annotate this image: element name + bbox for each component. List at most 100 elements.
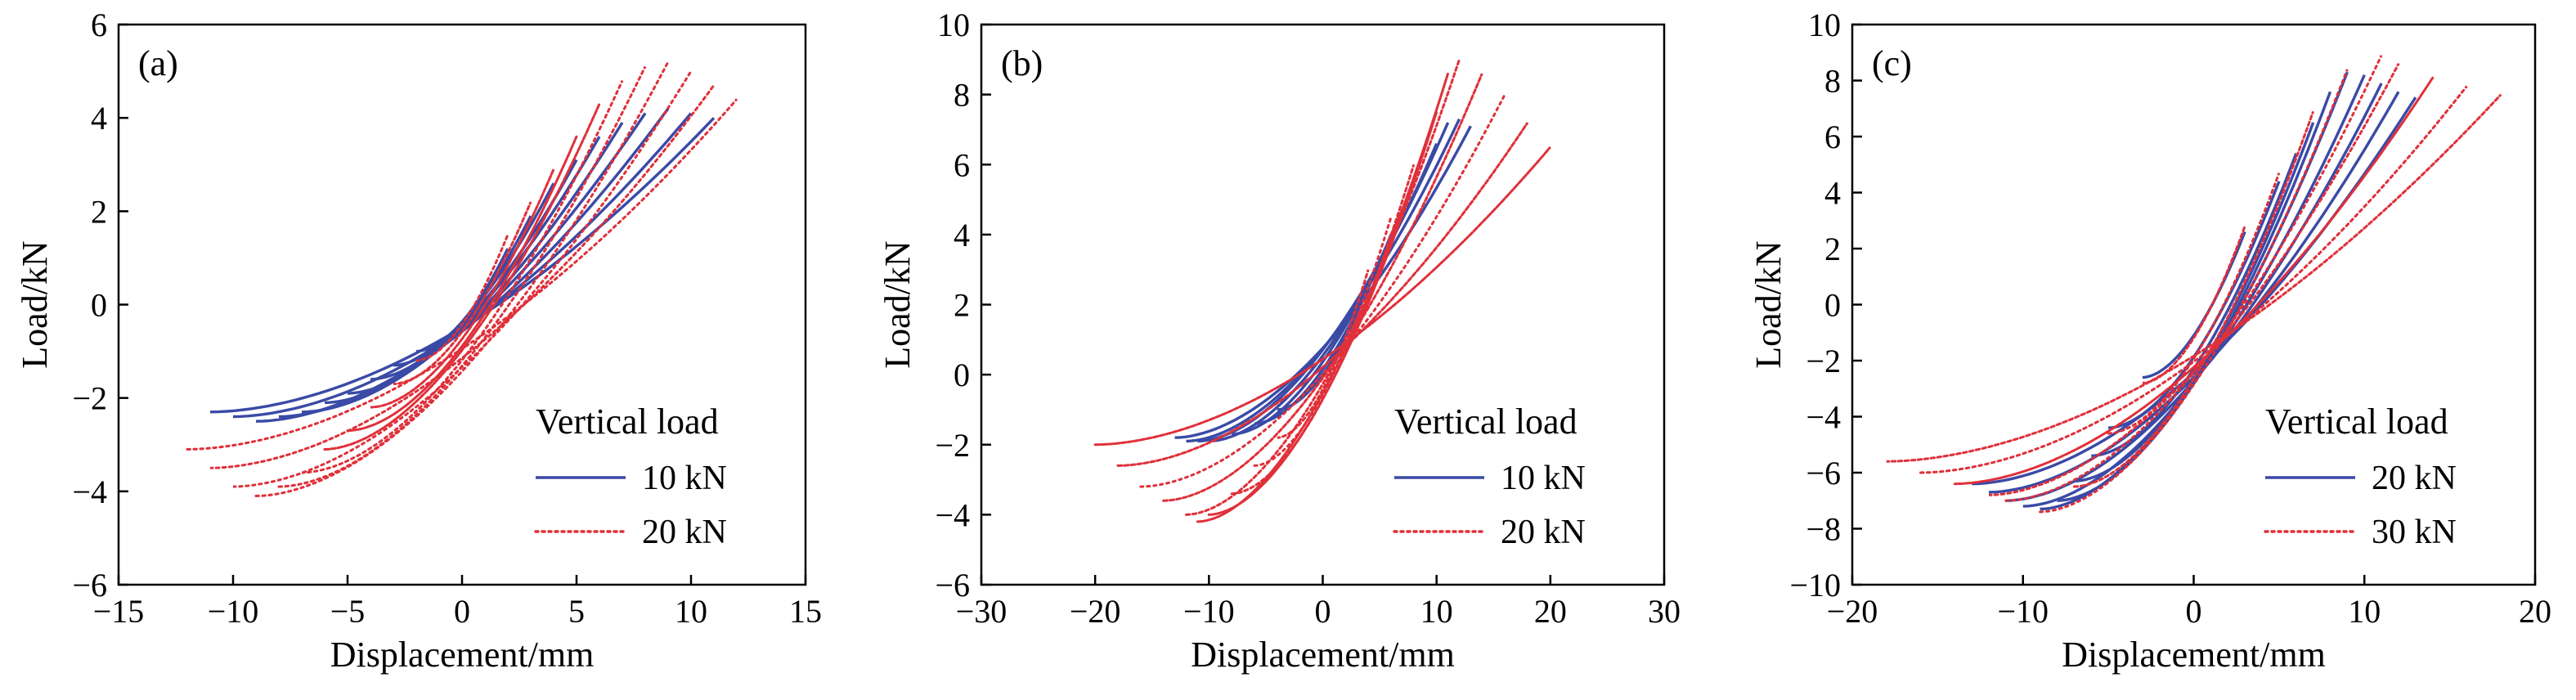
hysteresis-loop bbox=[232, 70, 693, 488]
hysteresis-loop bbox=[209, 117, 716, 414]
hysteresis-loop bbox=[2108, 181, 2281, 429]
plot-frame bbox=[117, 23, 807, 586]
y-tick-label: 4 bbox=[954, 217, 970, 254]
y-tick-label: −4 bbox=[1806, 399, 1841, 436]
legend-label: 20 kN bbox=[642, 514, 727, 551]
hysteresis-loop bbox=[1277, 269, 1370, 439]
hysteresis-loop bbox=[1117, 122, 1529, 467]
hysteresis-loop bbox=[347, 136, 578, 433]
hysteresis-loop bbox=[255, 61, 670, 497]
series-1 bbox=[209, 107, 716, 423]
y-tick-label: −2 bbox=[72, 380, 107, 417]
x-tick-label: 15 bbox=[789, 593, 822, 630]
y-tick-label: −6 bbox=[935, 567, 970, 604]
hysteresis-loop bbox=[1954, 77, 2435, 486]
y-tick-label: −4 bbox=[935, 496, 970, 533]
y-tick-label: 10 bbox=[1808, 7, 1841, 43]
y-tick-label: 6 bbox=[91, 7, 107, 43]
x-tick-label: −30 bbox=[956, 593, 1008, 630]
hysteresis-loop bbox=[209, 84, 716, 469]
hysteresis-loop bbox=[1186, 118, 1461, 443]
x-tick-label: 20 bbox=[2519, 593, 2551, 630]
y-tick-label: −10 bbox=[1789, 567, 1841, 604]
panel-label: (b) bbox=[1001, 43, 1043, 83]
hysteresis-loop bbox=[301, 79, 624, 474]
plot-frame bbox=[980, 23, 1666, 586]
hysteresis-loop bbox=[1197, 73, 1450, 523]
x-tick-label: −10 bbox=[1183, 593, 1235, 630]
y-tick-label: 4 bbox=[91, 100, 107, 137]
hysteresis-loop bbox=[1197, 122, 1450, 443]
y-tick-label: −8 bbox=[1806, 511, 1841, 548]
hysteresis-loop bbox=[1095, 146, 1551, 446]
hysteresis-loop bbox=[1209, 111, 1438, 516]
hysteresis-loop bbox=[2091, 152, 2298, 458]
hysteresis-loop bbox=[2142, 226, 2246, 384]
x-tick-label: −10 bbox=[1997, 593, 2049, 630]
hysteresis-loop bbox=[186, 98, 738, 451]
hysteresis-loop bbox=[255, 107, 670, 423]
hysteresis-loop bbox=[1174, 125, 1472, 439]
hysteresis-loop bbox=[2107, 172, 2281, 435]
panel-label: (c) bbox=[1872, 43, 1912, 83]
x-tick-label: −5 bbox=[330, 593, 366, 630]
x-tick-label: −20 bbox=[1827, 593, 1878, 630]
y-tick-label: 0 bbox=[1824, 287, 1841, 324]
legend-label: 20 kN bbox=[2372, 460, 2457, 497]
y-tick-label: 8 bbox=[1824, 63, 1841, 100]
hysteresis-loop bbox=[2022, 74, 2366, 508]
hysteresis-loop bbox=[393, 201, 532, 385]
hysteresis-loop bbox=[1254, 217, 1393, 467]
legend-title: Vertical load bbox=[1394, 402, 1577, 442]
legend-label: 10 kN bbox=[1501, 460, 1586, 497]
y-tick-label: 6 bbox=[954, 146, 970, 183]
hysteresis-loop bbox=[232, 112, 693, 419]
x-tick-label: 10 bbox=[675, 593, 707, 630]
series-1 bbox=[1972, 71, 2417, 511]
y-tick-label: 2 bbox=[1824, 231, 1841, 267]
hysteresis-loop bbox=[370, 168, 555, 409]
y-axis-title: Load/kN bbox=[15, 240, 55, 368]
x-tick-label: 10 bbox=[1420, 593, 1453, 630]
y-tick-label: 0 bbox=[954, 357, 970, 393]
hysteresis-loop bbox=[1920, 85, 2468, 474]
x-tick-label: −10 bbox=[208, 593, 259, 630]
x-tick-label: 10 bbox=[2348, 593, 2381, 630]
y-axis-title: Load/kN bbox=[1748, 240, 1788, 368]
y-tick-label: 8 bbox=[954, 77, 970, 114]
y-tick-label: 6 bbox=[1824, 119, 1841, 155]
y-tick-label: −6 bbox=[72, 567, 107, 604]
y-tick-label: 0 bbox=[91, 287, 107, 324]
legend-title: Vertical load bbox=[536, 402, 719, 442]
x-axis-title: Displacement/mm bbox=[2062, 635, 2326, 675]
x-tick-label: −20 bbox=[1070, 593, 1121, 630]
y-axis-title: Load/kN bbox=[877, 240, 918, 368]
x-axis-title: Displacement/mm bbox=[1191, 635, 1455, 675]
hysteresis-loop bbox=[2005, 83, 2383, 502]
hysteresis-loop bbox=[2074, 110, 2315, 488]
y-tick-label: −2 bbox=[935, 427, 970, 464]
chart-panel-3: −20 −10 0 10 20−10−8−6−4−20246810Displacemen… bbox=[1748, 7, 2551, 675]
y-tick-label: 2 bbox=[954, 287, 970, 324]
x-tick-label: 20 bbox=[1534, 593, 1567, 630]
legend-label: 20 kN bbox=[1501, 514, 1586, 551]
x-tick-label: 0 bbox=[454, 593, 470, 630]
x-axis-title: Displacement/mm bbox=[330, 635, 595, 675]
hysteresis-loop bbox=[301, 122, 624, 414]
x-tick-label: 30 bbox=[1648, 593, 1681, 630]
plot-frame bbox=[1851, 23, 2537, 586]
hysteresis-loop bbox=[1209, 142, 1438, 443]
legend-label: 10 kN bbox=[642, 460, 727, 497]
x-tick-label: 0 bbox=[2186, 593, 2202, 630]
panel-label: (a) bbox=[138, 43, 178, 83]
hysteresis-loop bbox=[2040, 69, 2349, 514]
chart-panel-2: −30 −20 −10 0 10 20 30−6−4−20246810Displacemen… bbox=[877, 7, 1681, 675]
hysteresis-loop bbox=[2005, 55, 2383, 502]
chart-panel-1: −15 −10 −5 0 5 10 15 −6 −4 −2 0 2 4 6 Displacement/mm L… bbox=[15, 7, 822, 675]
legend-label: 30 kN bbox=[2372, 514, 2457, 551]
hysteresis-loop bbox=[1186, 59, 1461, 516]
hysteresis-loop bbox=[1232, 164, 1416, 496]
hysteresis-loop bbox=[1886, 93, 2502, 463]
x-tick-label: −15 bbox=[93, 593, 145, 630]
